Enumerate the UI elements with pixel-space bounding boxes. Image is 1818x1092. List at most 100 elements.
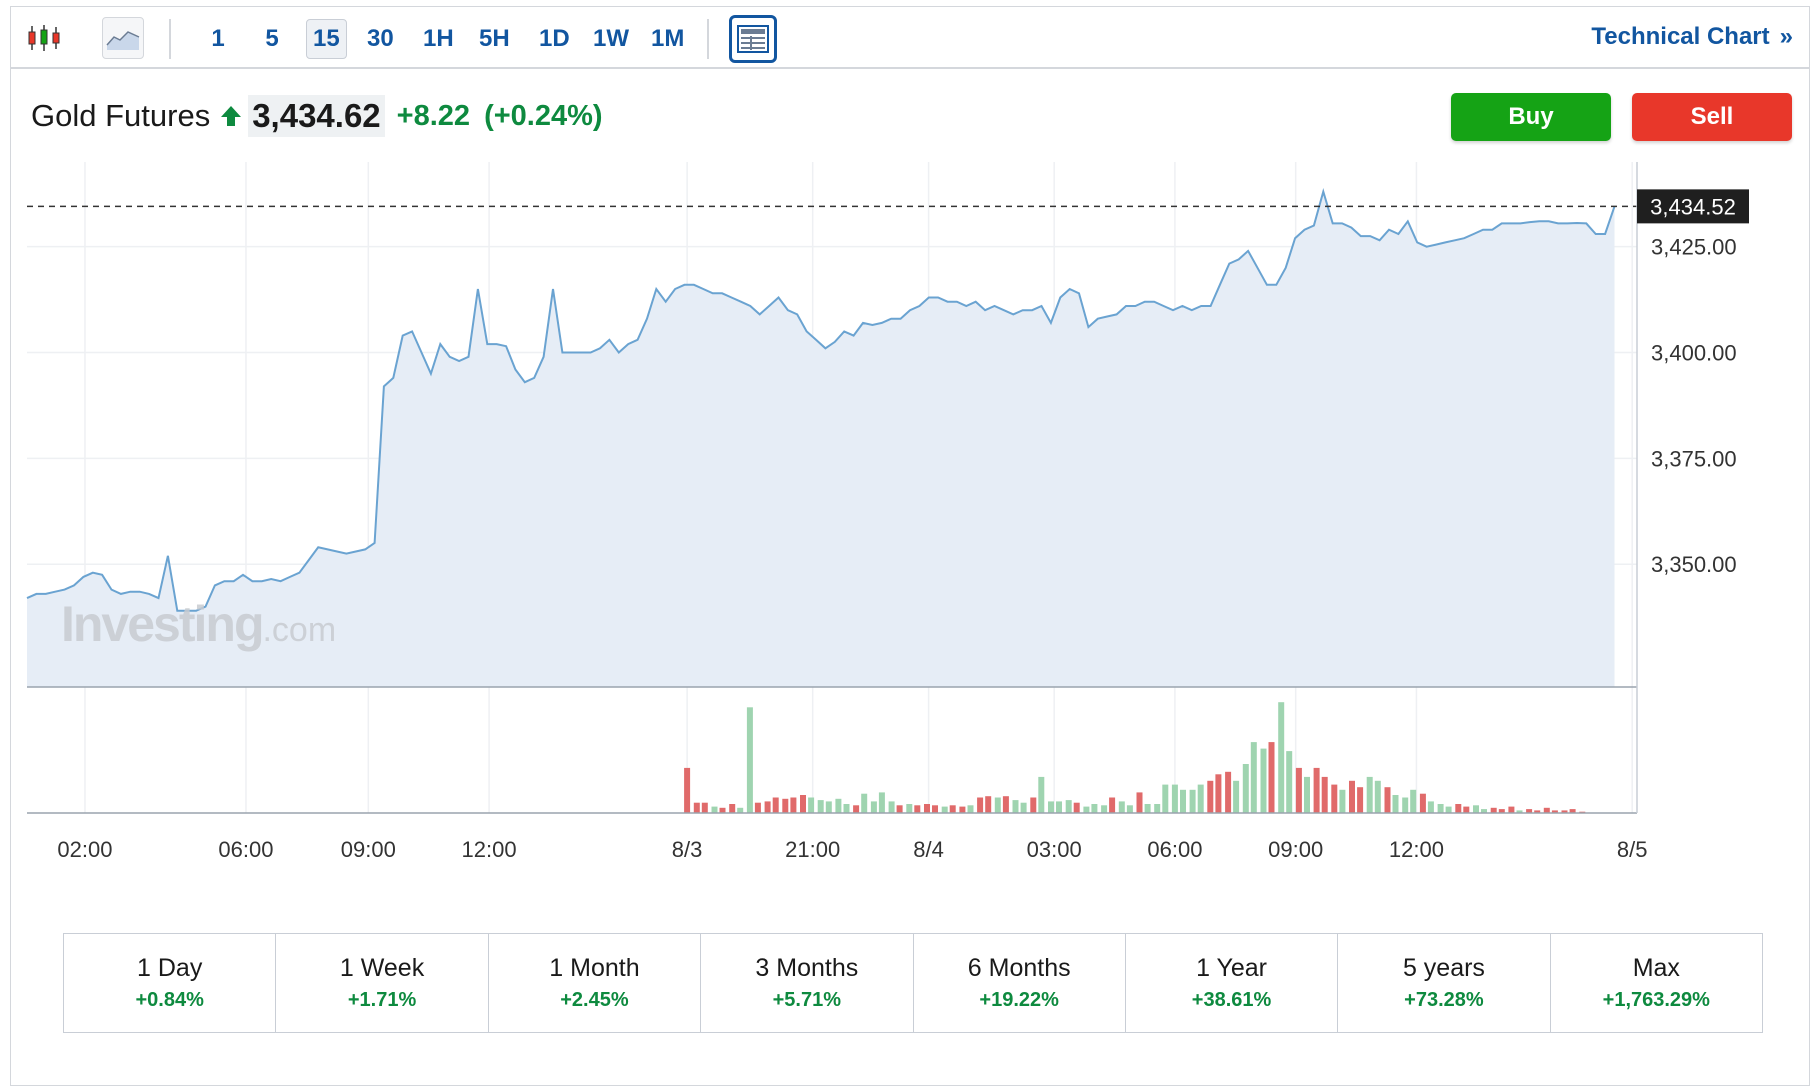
price-chart[interactable]: 3,425.00 3,400.00 3,375.00 3,350.00 02:00 06…	[11, 7, 1811, 907]
volume-bar	[1313, 767, 1320, 813]
performance-cell[interactable]: 1 Year +38.61%	[1126, 934, 1339, 1032]
volume-bar	[994, 797, 1001, 813]
performance-cell[interactable]: 6 Months +19.22%	[914, 934, 1126, 1032]
volume-bar	[949, 805, 956, 813]
performance-value: +19.22%	[979, 989, 1059, 1011]
x-tick-label: 12:00	[462, 837, 517, 862]
volume-bar	[853, 805, 860, 813]
volume-bar	[790, 797, 797, 813]
last-price-label-group: 3,434.52	[1637, 189, 1749, 224]
volume-bar	[1171, 784, 1178, 813]
volume-bar	[1473, 805, 1479, 813]
performance-cell[interactable]: 1 Week +1.71%	[276, 934, 489, 1032]
volume-bar	[1056, 801, 1062, 813]
performance-period: Max	[1632, 954, 1680, 982]
volume-bar	[1357, 787, 1364, 813]
volume-bar	[772, 797, 779, 813]
timeframe-1m[interactable]: 1M	[651, 25, 685, 52]
volume-bar	[906, 804, 913, 813]
volume-bar	[1366, 776, 1373, 813]
volume-bar	[1331, 784, 1338, 813]
volume-bar	[1260, 748, 1267, 813]
performance-period: 5 years	[1402, 954, 1485, 982]
volume-bar	[914, 805, 921, 813]
area-chart-icon[interactable]	[102, 17, 144, 59]
x-tick-label: 09:00	[341, 837, 396, 862]
performance-value: +38.61%	[1191, 989, 1272, 1011]
volume-bar	[1569, 809, 1576, 813]
timeframe-30[interactable]: 30	[367, 25, 394, 52]
watermark-brand: Investing	[61, 596, 264, 652]
volume-bar	[800, 795, 806, 813]
volume-bar	[1463, 806, 1470, 813]
volume-bar	[1215, 774, 1222, 813]
performance-cell[interactable]: 3 Months +5.71%	[701, 934, 914, 1032]
volume-bar	[870, 801, 877, 813]
volume-bar	[1268, 742, 1275, 813]
volume-bar	[1543, 807, 1550, 813]
data-table-icon[interactable]	[729, 15, 777, 63]
volume-bar	[1304, 776, 1310, 813]
volume-bar	[746, 707, 753, 813]
volume-bar	[1065, 800, 1072, 813]
x-tick-label: 06:00	[218, 837, 273, 862]
performance-value: +2.45%	[560, 989, 629, 1011]
y-tick-label: 3,400.00	[1651, 341, 1737, 366]
volume-bar	[1481, 809, 1487, 813]
volume-bar	[1384, 787, 1391, 813]
timeframe-1w[interactable]: 1W	[593, 25, 629, 52]
volume-bar	[1101, 805, 1108, 813]
chart-toolbar: 1 5 15 30 1H 5H 1D 1W 1M Technical Chart…	[11, 7, 1809, 69]
volume-bar	[1225, 771, 1232, 813]
volume-bar	[932, 805, 938, 813]
price-area-fill	[27, 191, 1615, 687]
buy-button[interactable]: Buy	[1451, 93, 1611, 141]
volume-bar	[1242, 764, 1249, 813]
timeframe-1[interactable]: 1	[211, 25, 225, 52]
performance-cell[interactable]: Max +1,763.29%	[1551, 934, 1762, 1032]
performance-period: 1 Year	[1196, 954, 1268, 982]
performance-cell[interactable]: 5 years +73.28%	[1338, 934, 1551, 1032]
volume-bar	[1374, 780, 1381, 813]
sell-button[interactable]: Sell	[1632, 93, 1792, 141]
timeframe-5[interactable]: 5	[265, 25, 279, 52]
volume-bar	[1197, 784, 1204, 813]
volume-bar	[1516, 810, 1523, 813]
performance-period: 1 Month	[549, 954, 640, 982]
double-chevron-right-icon: »	[1779, 23, 1793, 50]
volume-bar	[1498, 809, 1505, 813]
timeframe-15[interactable]: 15	[306, 19, 347, 59]
investing-watermark: Investing.com	[61, 595, 336, 653]
performance-value: +1,763.29%	[1602, 989, 1710, 1011]
volume-bar	[1561, 810, 1568, 813]
volume-bar	[1083, 806, 1090, 813]
volume-bar	[843, 804, 850, 813]
volume-bar	[1349, 780, 1355, 813]
volume-bar	[1278, 702, 1285, 813]
volume-bar	[1392, 795, 1399, 813]
timeframe-1h[interactable]: 1H	[423, 25, 454, 52]
toolbar-divider	[169, 19, 171, 59]
volume-bar	[1038, 776, 1045, 813]
timeframe-1d[interactable]: 1D	[539, 25, 570, 52]
performance-value: +0.84%	[135, 989, 204, 1011]
performance-value: +73.28%	[1404, 989, 1484, 1011]
volume-bar	[835, 798, 842, 813]
volume-bar	[1250, 742, 1257, 813]
performance-cell[interactable]: 1 Day +0.84%	[64, 934, 277, 1032]
performance-value: +5.71%	[772, 989, 841, 1011]
technical-chart-link[interactable]: Technical Chart »	[1591, 23, 1793, 51]
volume-bar	[1091, 804, 1098, 813]
volume-bar	[1534, 810, 1541, 813]
volume-bar	[808, 797, 815, 813]
volume-bar	[825, 801, 832, 813]
timeframe-5h[interactable]: 5H	[479, 25, 510, 52]
volume-bar	[1126, 805, 1133, 813]
performance-period: 1 Week	[339, 954, 425, 982]
volume-bar	[693, 802, 700, 813]
candlestick-chart-icon[interactable]	[23, 17, 65, 59]
y-tick-label: 3,375.00	[1651, 446, 1737, 471]
volume-bar	[1180, 789, 1186, 813]
volume-bar	[1321, 776, 1328, 813]
performance-cell[interactable]: 1 Month +2.45%	[489, 934, 702, 1032]
